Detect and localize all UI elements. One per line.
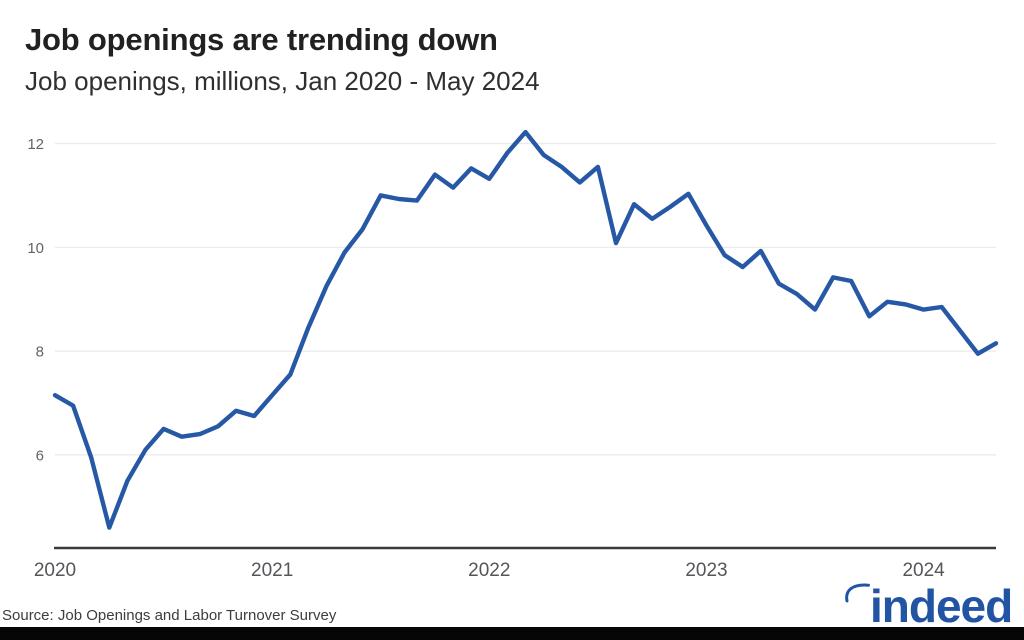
x-tick-label: 2021 [251, 560, 293, 581]
footer-bar [0, 627, 1024, 640]
x-tick-label: 2020 [34, 560, 76, 581]
indeed-logo: indeed [844, 573, 1014, 629]
chart-header: Job openings are trending down Job openi… [25, 22, 540, 97]
x-tick-label: 2024 [902, 560, 945, 581]
source-note: Source: Job Openings and Labor Turnover … [2, 607, 337, 624]
indeed-swoosh-icon [845, 583, 870, 603]
y-tick-label: 10 [27, 240, 44, 257]
x-tick-label: 2022 [468, 560, 510, 581]
indeed-wordmark: indeed [870, 580, 1013, 632]
x-tick-label: 2023 [685, 560, 727, 581]
chart-title: Job openings are trending down [25, 22, 498, 57]
chart-subtitle: Job openings, millions, Jan 2020 - May 2… [25, 65, 540, 96]
y-tick-label: 6 [36, 447, 44, 464]
job-openings-series-line [52, 129, 999, 530]
y-tick-label: 8 [36, 344, 44, 361]
y-tick-label: 12 [27, 136, 44, 153]
